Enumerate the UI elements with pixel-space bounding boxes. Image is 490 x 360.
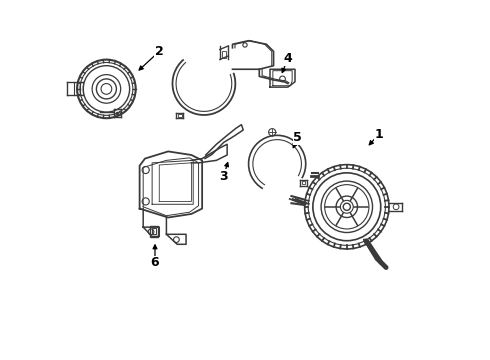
Bar [222,51,226,58]
Polygon shape [205,125,243,158]
Bar [178,114,182,117]
Text: 2: 2 [155,45,164,58]
Polygon shape [192,144,227,163]
Text: 1: 1 [374,128,383,141]
Polygon shape [143,208,159,237]
Bar [150,226,158,237]
Text: 6: 6 [150,256,159,269]
Polygon shape [167,217,186,244]
Bar [152,228,156,234]
Polygon shape [140,152,202,217]
Text: 3: 3 [219,170,228,183]
Text: 4: 4 [284,52,292,65]
Text: 5: 5 [294,131,302,144]
Bar [301,181,305,184]
